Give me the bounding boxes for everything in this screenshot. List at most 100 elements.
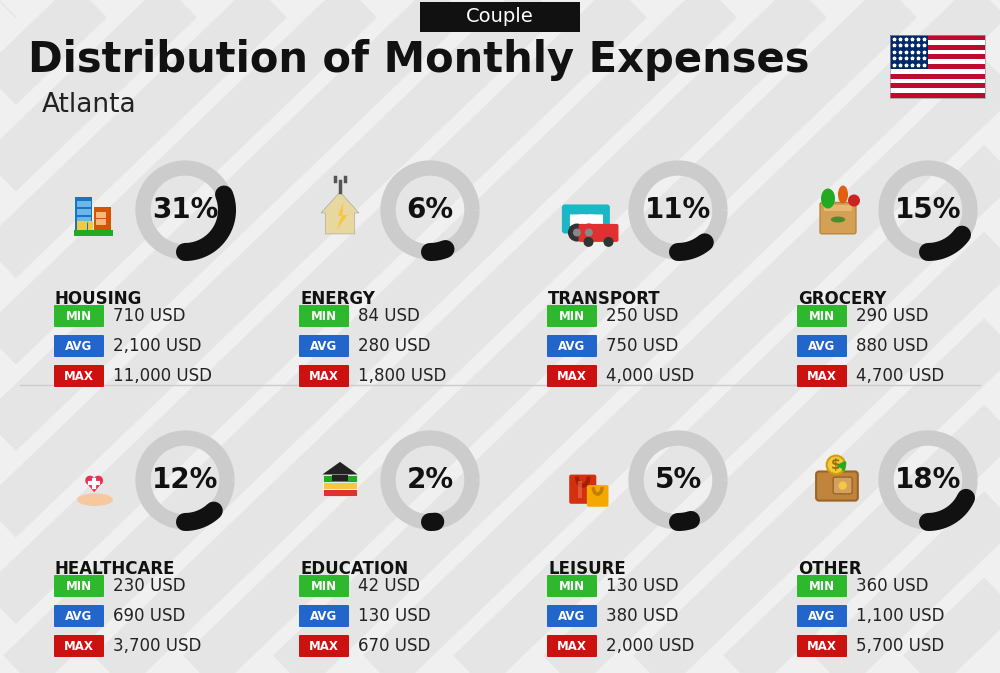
FancyBboxPatch shape <box>547 365 597 387</box>
Text: MIN: MIN <box>311 310 337 322</box>
Text: AVG: AVG <box>808 339 836 353</box>
Text: MIN: MIN <box>809 310 835 322</box>
Circle shape <box>94 476 103 485</box>
FancyBboxPatch shape <box>101 213 106 219</box>
FancyBboxPatch shape <box>570 215 586 226</box>
FancyBboxPatch shape <box>77 221 82 229</box>
Text: 130 USD: 130 USD <box>358 607 431 625</box>
FancyBboxPatch shape <box>547 335 597 357</box>
FancyBboxPatch shape <box>88 221 93 229</box>
Text: MIN: MIN <box>559 310 585 322</box>
FancyBboxPatch shape <box>890 83 985 88</box>
FancyBboxPatch shape <box>833 477 852 494</box>
FancyBboxPatch shape <box>299 335 349 357</box>
FancyBboxPatch shape <box>890 55 985 59</box>
Text: 2,100 USD: 2,100 USD <box>113 337 202 355</box>
Text: 18%: 18% <box>895 466 961 494</box>
FancyBboxPatch shape <box>323 482 357 489</box>
Text: MAX: MAX <box>557 369 587 382</box>
Text: AVG: AVG <box>310 339 338 353</box>
Text: MAX: MAX <box>64 369 94 382</box>
Text: AVG: AVG <box>310 610 338 623</box>
FancyBboxPatch shape <box>824 205 852 211</box>
FancyBboxPatch shape <box>83 217 88 223</box>
Text: MIN: MIN <box>809 579 835 592</box>
FancyBboxPatch shape <box>578 215 594 226</box>
Ellipse shape <box>838 186 848 203</box>
Text: EDUCATION: EDUCATION <box>300 560 408 578</box>
Text: 5%: 5% <box>654 466 702 494</box>
FancyBboxPatch shape <box>578 481 582 498</box>
Text: 290 USD: 290 USD <box>856 307 928 325</box>
FancyBboxPatch shape <box>77 209 82 215</box>
FancyBboxPatch shape <box>77 201 82 207</box>
Text: AVG: AVG <box>65 610 93 623</box>
Text: 750 USD: 750 USD <box>606 337 678 355</box>
Text: TRANSPORT: TRANSPORT <box>548 290 661 308</box>
FancyBboxPatch shape <box>569 474 596 504</box>
FancyBboxPatch shape <box>74 229 113 236</box>
FancyBboxPatch shape <box>890 35 928 69</box>
Text: MAX: MAX <box>807 369 837 382</box>
FancyBboxPatch shape <box>86 209 91 215</box>
FancyBboxPatch shape <box>54 605 104 627</box>
Text: AVG: AVG <box>65 339 93 353</box>
FancyBboxPatch shape <box>797 635 847 657</box>
FancyBboxPatch shape <box>54 635 104 657</box>
Circle shape <box>580 223 598 242</box>
FancyBboxPatch shape <box>890 74 985 79</box>
FancyBboxPatch shape <box>890 40 985 44</box>
Text: 11,000 USD: 11,000 USD <box>113 367 212 385</box>
Text: MAX: MAX <box>64 639 94 653</box>
FancyBboxPatch shape <box>86 217 91 223</box>
Text: 15%: 15% <box>895 196 961 224</box>
Text: 31%: 31% <box>152 196 218 224</box>
FancyBboxPatch shape <box>547 635 597 657</box>
Text: HOUSING: HOUSING <box>55 290 142 308</box>
FancyBboxPatch shape <box>562 205 610 234</box>
Text: 4,000 USD: 4,000 USD <box>606 367 694 385</box>
Text: HEALTHCARE: HEALTHCARE <box>55 560 176 578</box>
FancyBboxPatch shape <box>299 575 349 597</box>
FancyBboxPatch shape <box>80 201 85 207</box>
FancyBboxPatch shape <box>797 605 847 627</box>
Text: MIN: MIN <box>66 579 92 592</box>
Polygon shape <box>86 482 103 492</box>
FancyBboxPatch shape <box>54 365 104 387</box>
FancyBboxPatch shape <box>332 474 348 481</box>
Text: 670 USD: 670 USD <box>358 637 430 655</box>
FancyBboxPatch shape <box>547 575 597 597</box>
FancyBboxPatch shape <box>101 219 106 225</box>
Text: 3,700 USD: 3,700 USD <box>113 637 201 655</box>
FancyBboxPatch shape <box>299 635 349 657</box>
Text: Couple: Couple <box>466 7 534 26</box>
Text: ENERGY: ENERGY <box>300 290 375 308</box>
FancyBboxPatch shape <box>54 335 104 357</box>
Circle shape <box>839 481 847 490</box>
Circle shape <box>568 223 586 242</box>
Text: AVG: AVG <box>808 610 836 623</box>
FancyBboxPatch shape <box>816 472 858 501</box>
Text: $: $ <box>831 458 841 472</box>
Text: 84 USD: 84 USD <box>358 307 420 325</box>
Polygon shape <box>322 462 358 474</box>
FancyBboxPatch shape <box>890 64 985 69</box>
FancyBboxPatch shape <box>890 79 985 83</box>
FancyBboxPatch shape <box>547 605 597 627</box>
Text: MIN: MIN <box>66 310 92 322</box>
Text: AVG: AVG <box>558 339 586 353</box>
FancyBboxPatch shape <box>890 88 985 93</box>
FancyBboxPatch shape <box>75 197 92 233</box>
Text: MIN: MIN <box>311 579 337 592</box>
Ellipse shape <box>831 217 845 223</box>
Text: 1,800 USD: 1,800 USD <box>358 367 446 385</box>
FancyBboxPatch shape <box>94 207 111 233</box>
Circle shape <box>585 229 593 236</box>
FancyBboxPatch shape <box>820 203 856 234</box>
Text: MAX: MAX <box>309 369 339 382</box>
FancyBboxPatch shape <box>797 365 847 387</box>
Text: MAX: MAX <box>309 639 339 653</box>
FancyBboxPatch shape <box>587 215 603 226</box>
Circle shape <box>85 476 95 485</box>
FancyBboxPatch shape <box>420 2 580 32</box>
